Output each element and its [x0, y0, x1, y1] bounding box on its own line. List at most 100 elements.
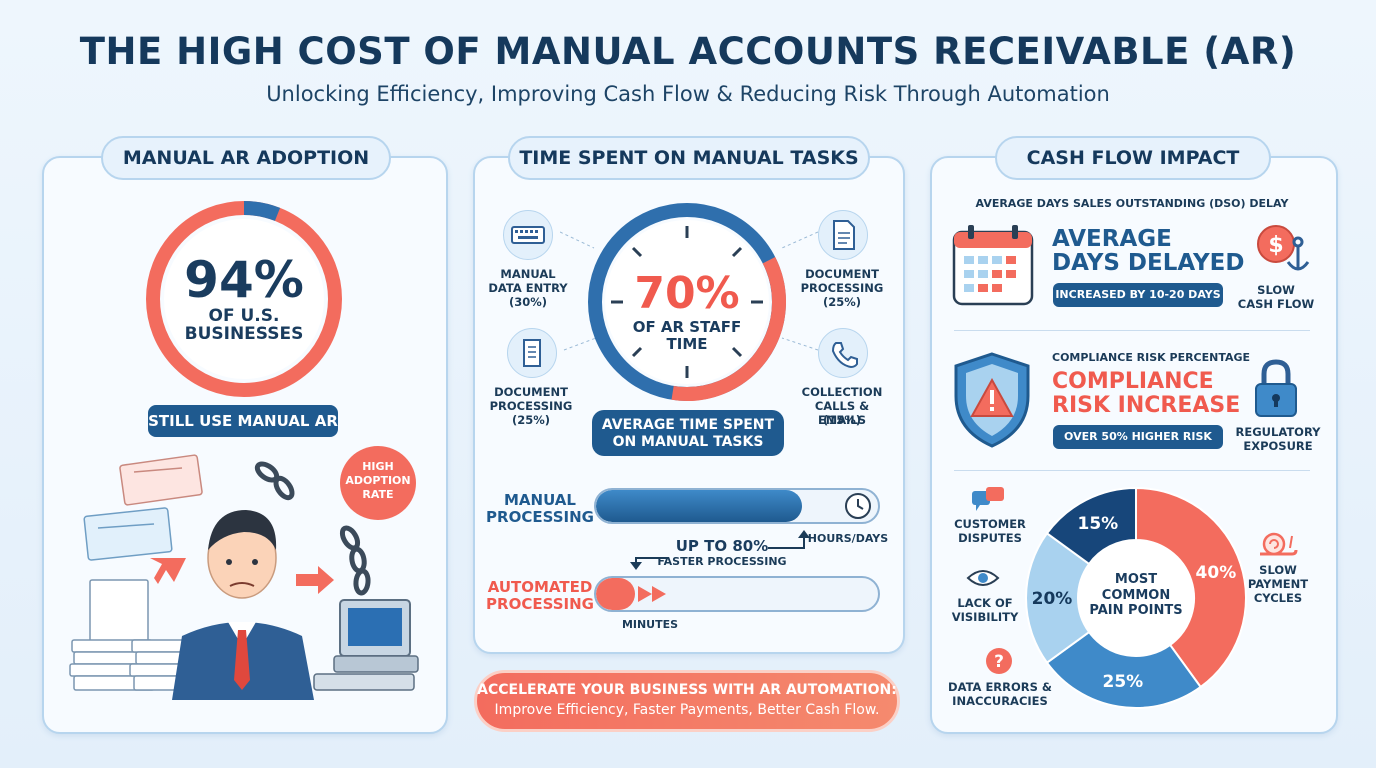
compliance-badge: OVER 50% HIGHER RISK — [1053, 425, 1223, 449]
svg-text:?: ? — [994, 652, 1004, 672]
task-data-entry-3: (30%) — [508, 295, 548, 309]
manual-work-illustration — [69, 454, 419, 700]
manual-unit: HOURS/DAYS — [807, 532, 889, 545]
bubble-line-2: ADOPTION — [345, 474, 411, 487]
chat-bubble-icon — [970, 485, 1006, 513]
page-title: THE HIGH COST OF MANUAL ACCOUNTS RECEIVA… — [79, 30, 1297, 73]
adoption-ring-remainder — [243, 201, 281, 221]
donut-center — [1078, 540, 1194, 656]
phone-icon — [818, 328, 868, 378]
donut-slice-label: 15% — [1078, 514, 1119, 534]
adoption-heading: MANUAL AR ADOPTION — [101, 136, 391, 180]
task-doc-processing-right-3: (25%) — [822, 295, 862, 309]
donut-slice-label: 40% — [1196, 563, 1237, 583]
shield-warning-icon — [950, 350, 1034, 450]
pain-points-donut: 40% 25% 20% 15% — [1025, 486, 1247, 709]
padlock-icon — [1252, 358, 1300, 420]
lack-visibility-1: LACK OF — [957, 596, 1013, 610]
slow-payment-2: PAYMENT — [1247, 577, 1309, 591]
eye-icon — [966, 566, 1000, 590]
data-errors-2: INACCURACIES — [952, 694, 1048, 708]
time-heading: TIME SPENT ON MANUAL TASKS — [508, 136, 870, 180]
cta-banner[interactable] — [474, 670, 900, 732]
task-doc-processing-right-1: DOCUMENT — [805, 267, 879, 281]
document-icon — [818, 210, 868, 260]
broken-chain-icon — [254, 461, 371, 596]
page-subtitle: Unlocking Efficiency, Improving Cash Flo… — [266, 82, 1110, 106]
pain-center-1: MOST — [1114, 572, 1158, 587]
question-icon: ? — [984, 646, 1014, 676]
donut-slice-label: 20% — [1032, 589, 1073, 609]
data-errors-1: DATA ERRORS & — [948, 680, 1052, 694]
compliance-title-2: RISK INCREASE — [1052, 393, 1241, 418]
svg-text:$: $ — [1268, 233, 1283, 258]
auto-unit: MINUTES — [621, 618, 679, 631]
gauge-face — [605, 220, 769, 384]
still-manual-badge: STILL USE MANUAL AR — [148, 405, 338, 437]
check-paper-icon — [83, 454, 203, 561]
snail-icon — [1256, 528, 1298, 558]
donut-slice-label: 25% — [1103, 672, 1144, 692]
automated-processing-fill — [596, 578, 636, 610]
task-doc-processing-left-3: (25%) — [511, 413, 551, 427]
manual-processing-bar — [594, 488, 880, 524]
compliance-caption: COMPLIANCE RISK PERCENTAGE — [1052, 351, 1251, 364]
slow-payment-3: CYCLES — [1253, 591, 1303, 605]
arrow-left-icon — [150, 558, 186, 584]
faster-label: FASTER PROCESSING — [657, 555, 787, 568]
cashflow-heading: CASH FLOW IMPACT — [995, 136, 1271, 180]
section-divider-2 — [954, 470, 1310, 471]
faster-value: UP TO 80% — [675, 537, 769, 555]
gauge-label-1: OF AR STAFF — [632, 318, 742, 336]
manual-processing-fill — [596, 490, 802, 522]
slow-cash-1: SLOW — [1257, 283, 1295, 297]
dollar-anchor-icon: $ — [1248, 222, 1314, 278]
clock-icon — [843, 491, 873, 521]
avg-time-badge — [592, 410, 784, 456]
dso-caption: AVERAGE DAYS SALES OUTSTANDING (DSO) DEL… — [975, 197, 1289, 210]
high-adoption-bubble — [340, 446, 416, 520]
task-doc-processing-right-2: PROCESSING — [800, 281, 884, 295]
compliance-title-1: COMPLIANCE — [1052, 369, 1214, 394]
automated-processing-label-1: AUTOMATED — [487, 578, 593, 596]
adoption-ring-inner — [164, 219, 324, 379]
lack-visibility-2: VISIBILITY — [951, 610, 1019, 624]
time-gauge — [588, 203, 786, 401]
pain-center-3: PAIN POINTS — [1089, 603, 1183, 618]
adoption-label-2: BUSINESSES — [184, 324, 304, 344]
task-connectors — [560, 231, 819, 351]
keyboard-icon — [503, 210, 553, 260]
automated-processing-label-2: PROCESSING — [486, 595, 594, 613]
avg-time-badge-line-1: AVERAGE TIME SPENT — [601, 417, 775, 433]
bubble-line-3: RATE — [362, 488, 394, 501]
manual-processing-label-2: PROCESSING — [486, 508, 594, 526]
dso-title-1: AVERAGE — [1052, 226, 1172, 252]
task-collection-1: COLLECTION — [801, 385, 883, 399]
gauge-value: 70% — [634, 268, 740, 319]
bubble-line-1: HIGH — [362, 460, 394, 473]
adoption-donut — [146, 201, 342, 397]
task-data-entry-2: DATA ENTRY — [488, 281, 568, 295]
cta-line-1: ACCELERATE YOUR BUSINESS WITH AR AUTOMAT… — [477, 682, 897, 698]
fast-forward-icon — [636, 584, 672, 604]
task-doc-processing-left-1: DOCUMENT — [494, 385, 568, 399]
scroll-icon — [507, 328, 557, 378]
avg-time-badge-line-2: ON MANUAL TASKS — [612, 434, 764, 450]
customer-disputes-2: DISPUTES — [958, 531, 1022, 545]
automated-processing-bar — [594, 576, 880, 612]
adoption-percent: 94% — [184, 251, 304, 309]
gauge-fill — [671, 257, 786, 401]
customer-disputes-1: CUSTOMER — [954, 517, 1026, 531]
dso-title-2: DAYS DELAYED — [1052, 250, 1245, 276]
task-collection-3: (15%) — [822, 413, 862, 427]
manual-processing-label-1: MANUAL — [504, 491, 576, 509]
regulatory-1: REGULATORY — [1235, 425, 1321, 439]
gauge-label-2: TIME — [666, 335, 708, 353]
adoption-label-1: OF U.S. — [208, 306, 280, 326]
faster-arrows — [630, 530, 810, 570]
arrow-right-icon — [296, 566, 334, 594]
slow-cash-2: CASH FLOW — [1237, 297, 1315, 311]
stressed-worker-icon — [172, 510, 314, 700]
calendar-icon — [950, 222, 1038, 308]
computer-icon — [313, 599, 419, 691]
